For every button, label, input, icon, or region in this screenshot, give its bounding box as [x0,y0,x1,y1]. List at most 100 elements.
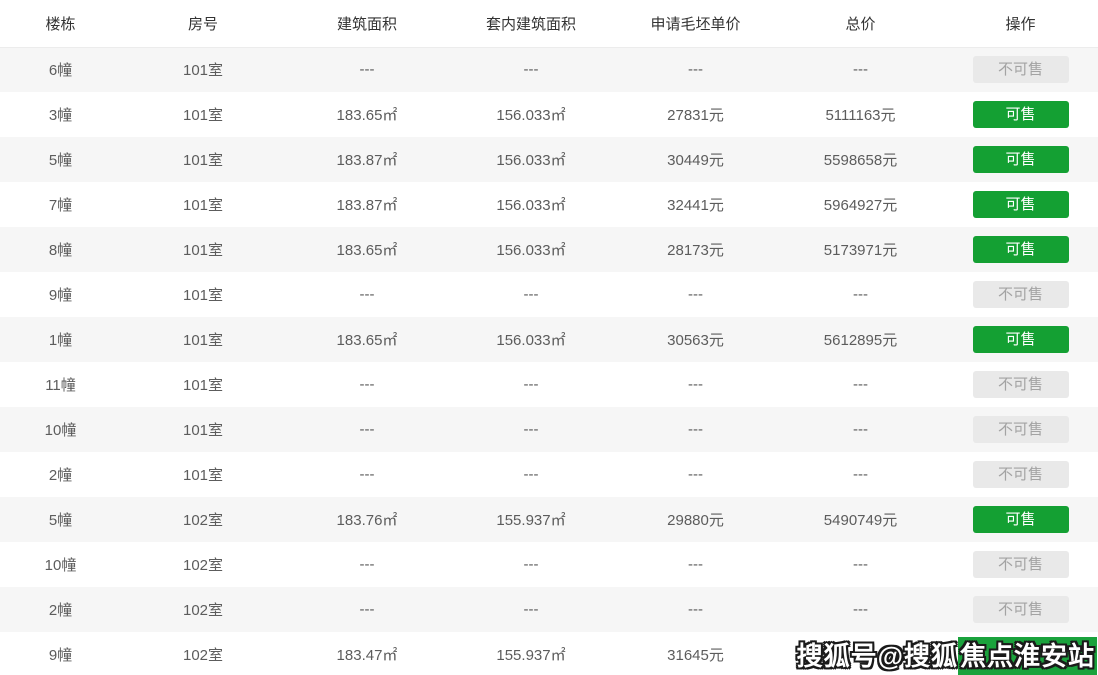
cell-unit-price: --- [688,376,703,393]
cell-total-price: --- [853,556,868,573]
cell-building: 5幢 [48,512,73,529]
cell-total-price: --- [853,601,868,618]
cell-building: 7幢 [48,197,73,214]
cell-action: 可售 [943,137,1098,182]
cell-room: 101室 [182,287,224,304]
cell-total-price: --- [853,286,868,303]
col-header-inner-area: 套内建筑面积 [449,0,613,48]
cell-total-price: 5490749元 [823,512,898,529]
cell-total-price: 58 [820,646,837,663]
cell-room: 102室 [182,557,224,574]
sell-status-button[interactable]: 可售 [972,506,1069,533]
cell-area: 183.87㎡ [336,152,398,169]
sell-status-button[interactable]: 可售 [972,101,1069,128]
cell-total-price: --- [853,421,868,438]
cell-inner-area: 156.033㎡ [496,107,566,124]
cell-room: 101室 [182,152,224,169]
cell-inner-area: 156.033㎡ [496,332,566,349]
col-header-area: 建筑面积 [285,0,449,48]
table-row: 5幢 102室 183.76㎡ 155.937㎡ 29880元 5490749元… [0,497,1098,542]
cell-building: 3幢 [48,107,73,124]
cell-room: 101室 [182,62,224,80]
table-header-row: 楼栋 房号 建筑面积 套内建筑面积 申请毛坯单价 总价 操作 [0,0,1098,48]
table-row: 9幢 101室 --- --- --- --- 不可售 [0,272,1098,317]
table-row: 5幢 101室 183.87㎡ 156.033㎡ 30449元 5598658元… [0,137,1098,182]
cell-area: 183.65㎡ [336,107,398,124]
table-row: 7幢 101室 183.87㎡ 156.033㎡ 32441元 5964927元… [0,182,1098,227]
table-row: 6幢 101室 --- --- --- --- 不可售 [0,47,1098,92]
cell-unit-price: 30449元 [667,152,724,169]
cell-building: 2幢 [48,467,73,484]
watermark-highlight: 焦点淮安站 [957,637,1097,675]
cell-total-price: 5964927元 [823,197,898,214]
table-row: 2幢 101室 --- --- --- --- 不可售 [0,452,1098,497]
sohu-watermark: 搜狐号@搜狐焦点淮安站 [796,636,1097,675]
cell-area: 183.76㎡ [336,512,398,529]
cell-action: 不可售 [943,587,1098,632]
cell-inner-area: --- [523,601,539,618]
table-row: 10幢 102室 --- --- --- --- 不可售 [0,542,1098,587]
cell-room: 102室 [182,647,224,664]
cell-unit-price: --- [688,421,703,438]
cell-total-price: 5598658元 [823,152,898,169]
cell-unit-price: 31645元 [667,647,724,664]
sell-status-button[interactable]: 可售 [972,236,1069,263]
cell-building: 1幢 [48,332,73,349]
sell-status-button: 不可售 [972,281,1069,308]
col-header-unit-price: 申请毛坯单价 [613,0,778,48]
cell-unit-price: --- [688,466,703,483]
cell-unit-price: 30563元 [667,332,724,349]
cell-building: 8幢 [48,242,73,259]
cell-inner-area: 156.033㎡ [496,197,566,214]
cell-action: 可售 [943,227,1098,272]
sell-status-button[interactable]: 可售 [972,146,1069,173]
cell-area: --- [359,466,375,483]
cell-total-price: --- [853,376,868,393]
sell-status-button: 不可售 [972,56,1069,84]
cell-total-price: 5612895元 [823,332,898,349]
cell-total-price: 5173971元 [823,242,898,259]
table-row: 2幢 102室 --- --- --- --- 不可售 [0,587,1098,632]
sell-status-button: 不可售 [972,371,1069,398]
cell-unit-price: 28173元 [667,242,724,259]
sell-status-button: 不可售 [972,416,1069,443]
cell-total-price: --- [853,466,868,483]
cell-inner-area: 155.937㎡ [496,647,566,664]
cell-room: 101室 [182,422,224,439]
cell-action: 不可售 [943,407,1098,452]
cell-building: 5幢 [48,152,73,169]
cell-area: --- [359,556,375,573]
cell-inner-area: 155.937㎡ [496,512,566,529]
cell-action: 可售 [943,92,1098,137]
cell-room: 101室 [182,467,224,484]
cell-room: 101室 [182,242,224,259]
cell-building: 9幢 [48,287,73,304]
cell-room: 101室 [182,197,224,214]
cell-building: 11幢 [45,377,76,394]
table-row: 3幢 101室 183.65㎡ 156.033㎡ 27831元 5111163元… [0,92,1098,137]
cell-room: 101室 [182,332,224,349]
cell-area: --- [359,61,375,79]
sell-status-button[interactable]: 可售 [972,191,1069,218]
table-row: 10幢 101室 --- --- --- --- 不可售 [0,407,1098,452]
cell-unit-price: 27831元 [667,107,724,124]
cell-room: 102室 [182,512,224,529]
table-body: 6幢 101室 --- --- --- --- 不可售 3幢 101室 183.… [0,47,1098,675]
cell-inner-area: --- [523,466,539,483]
cell-inner-area: --- [523,376,539,393]
cell-inner-area: 156.033㎡ [496,152,566,169]
table-row: 9幢 102室 183.47㎡ 155.937㎡ 31645元 58 [0,632,1098,675]
cell-action: 不可售 [943,47,1098,92]
cell-action: 不可售 [943,542,1098,587]
table-row: 8幢 101室 183.65㎡ 156.033㎡ 28173元 5173971元… [0,227,1098,272]
cell-action: 可售 [943,317,1098,362]
sell-status-button[interactable]: 可售 [972,326,1069,353]
watermark-prefix: 搜狐号@搜狐 [796,641,958,671]
col-header-total-price: 总价 [778,0,943,48]
table-row: 11幢 101室 --- --- --- --- 不可售 [0,362,1098,407]
cell-total-price: 5111163元 [825,107,896,124]
cell-area: --- [359,286,375,303]
col-header-action: 操作 [943,0,1098,48]
cell-room: 102室 [182,602,224,619]
